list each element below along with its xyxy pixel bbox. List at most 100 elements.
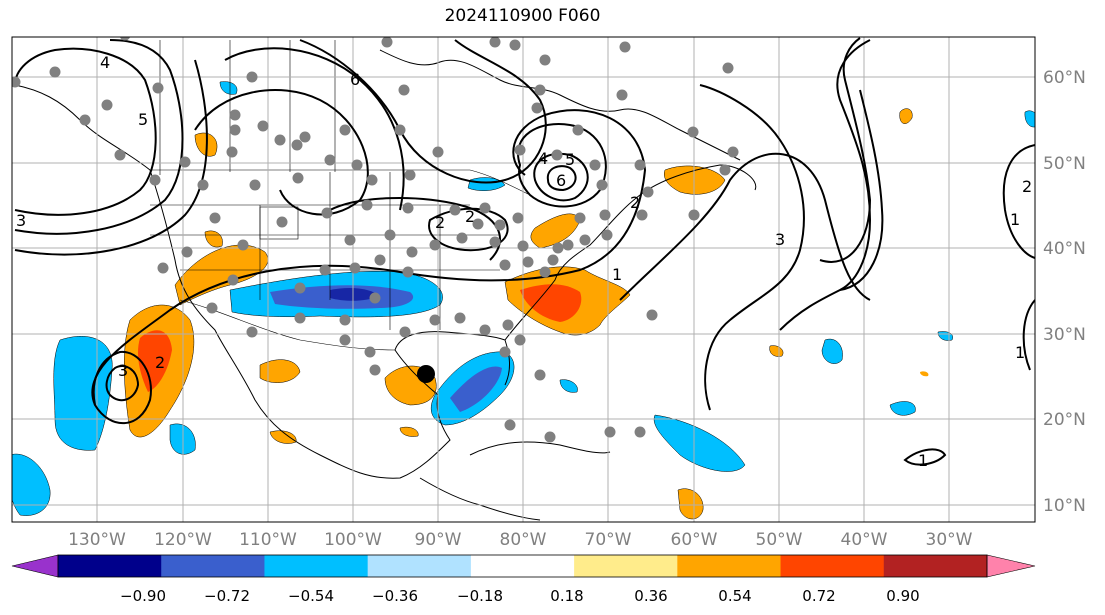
station-marker — [514, 144, 526, 156]
lon-tick-label: 50°W — [756, 530, 803, 550]
anomaly-fills — [12, 81, 1035, 520]
grid-lines — [12, 37, 1035, 522]
station-marker — [596, 179, 608, 191]
contour-label: 1 — [1015, 343, 1025, 362]
colorbar-extend-low — [11, 554, 59, 578]
lat-tick-label: 10°N — [1043, 496, 1086, 516]
colorbar-tick-label: 0.18 — [550, 587, 583, 605]
station-marker — [226, 146, 238, 158]
station-marker — [539, 266, 551, 278]
station-marker — [249, 179, 261, 191]
station-marker — [398, 84, 410, 96]
station-marker — [504, 419, 516, 431]
station-marker — [572, 124, 584, 136]
station-marker — [642, 186, 654, 198]
station-marker — [534, 369, 546, 381]
station-marker — [209, 212, 221, 224]
station-marker — [246, 71, 258, 83]
station-marker — [479, 202, 491, 214]
station-marker — [719, 164, 731, 176]
station-marker — [429, 314, 441, 326]
contour-label: 1 — [918, 451, 928, 470]
colorbar-segment — [574, 555, 678, 577]
map-title: 2024110900 F060 — [444, 6, 601, 26]
station-marker — [531, 102, 543, 114]
station-marker — [361, 199, 373, 211]
station-marker — [381, 37, 393, 48]
station-marker — [229, 124, 241, 136]
colorbar-tick-labels: −0.90 −0.72 −0.54 −0.36 −0.18 0.18 0.36 … — [120, 587, 920, 605]
colorbar-tick-label: 0.72 — [802, 587, 835, 605]
station-marker — [402, 202, 414, 214]
station-marker — [404, 169, 416, 181]
station-marker — [547, 254, 559, 266]
station-marker — [454, 312, 466, 324]
contour-label: 1 — [1010, 210, 1020, 229]
station-marker — [646, 309, 658, 321]
contour-label: 5 — [565, 150, 575, 169]
station-marker — [114, 149, 126, 161]
lon-tick-label: 40°W — [841, 530, 888, 550]
station-marker — [402, 266, 414, 278]
lon-tick-label: 130°W — [68, 530, 126, 550]
lat-tick-label: 20°N — [1043, 410, 1086, 430]
colorbar-tick-label: 0.90 — [886, 587, 919, 605]
colorbar-tick-label: 0.36 — [634, 587, 667, 605]
station-marker — [494, 219, 506, 231]
station-marker — [149, 174, 161, 186]
map-frame — [11, 36, 1036, 523]
station-marker — [522, 256, 534, 268]
station-marker — [574, 212, 586, 224]
station-marker — [351, 159, 363, 171]
station-marker — [339, 334, 351, 346]
station-marker — [636, 209, 648, 221]
contour-label: 4 — [100, 53, 110, 72]
lon-tick-label: 90°W — [415, 530, 462, 550]
colorbar — [11, 554, 1036, 578]
station-marker — [291, 139, 303, 151]
station-marker — [274, 134, 286, 146]
station-marker — [634, 159, 646, 171]
lon-tick-label: 30°W — [926, 530, 973, 550]
colorbar-tick-label: −0.18 — [457, 587, 503, 605]
lon-tick-label: 110°W — [239, 530, 297, 550]
colorbar-segment — [264, 555, 369, 577]
station-marker — [257, 120, 269, 132]
station-marker — [429, 239, 441, 251]
station-marker — [294, 282, 306, 294]
station-marker — [512, 212, 524, 224]
station-marker — [562, 239, 574, 251]
station-marker — [394, 124, 406, 136]
station-marker — [552, 242, 564, 254]
station-marker — [344, 234, 356, 246]
colorbar-segment — [677, 555, 782, 577]
contour-lines — [14, 37, 1035, 466]
station-marker — [551, 149, 563, 161]
contour-label: 3 — [16, 211, 26, 230]
colorbar-segment — [58, 555, 162, 577]
station-marker — [294, 312, 306, 324]
lon-tick-label: 100°W — [324, 530, 382, 550]
lon-tick-label: 70°W — [585, 530, 632, 550]
colorbar-tick-label: −0.72 — [204, 587, 250, 605]
contour-label: 3 — [775, 230, 785, 249]
contour-label: 2 — [1022, 177, 1032, 196]
contour-label: 2 — [155, 353, 165, 372]
lat-tick-label: 50°N — [1043, 154, 1086, 174]
station-marker — [369, 292, 381, 304]
station-marker — [181, 246, 193, 258]
station-marker — [79, 114, 91, 126]
contour-labels: 4 5 6 2 3 2 4 5 6 2 1 3 2 1 1 3 2 1 — [16, 53, 1032, 470]
colorbar-segment — [470, 555, 575, 577]
contour-label: 2 — [435, 213, 445, 232]
longitude-tick-labels: 130°W 120°W 110°W 100°W 90°W 80°W 70°W 6… — [68, 530, 973, 550]
station-marker — [324, 154, 336, 166]
contour-label: 6 — [556, 171, 566, 190]
station-marker — [544, 431, 556, 443]
storm-center-marker — [417, 365, 435, 383]
station-marker — [229, 109, 241, 121]
contour-label: 3 — [118, 361, 128, 380]
station-marker — [517, 240, 529, 252]
station-marker — [369, 364, 381, 376]
